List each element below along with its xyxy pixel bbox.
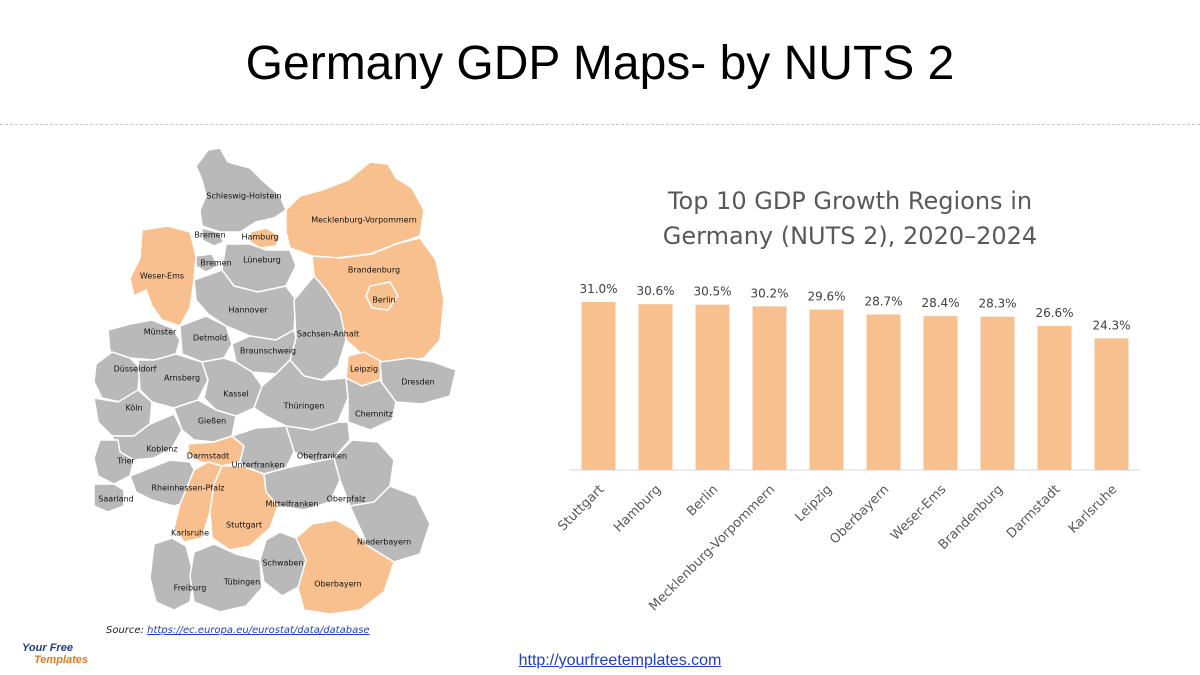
- source-label: Source:: [106, 625, 148, 636]
- map-label-th: Thüringen: [283, 401, 325, 411]
- map-region-we: [129, 225, 197, 327]
- bar-9: [1094, 338, 1129, 470]
- chart-title-line1: Top 10 GDP Growth Regions in: [667, 187, 1033, 215]
- map-region-ob: [295, 519, 395, 615]
- map-label-dt: Detmold: [192, 333, 228, 343]
- bar-value-label-3: 30.2%: [750, 286, 788, 300]
- bar-value-label-7: 28.3%: [978, 297, 1016, 311]
- bar-0: [581, 302, 616, 470]
- logo-text-bottom: Templates: [34, 654, 89, 666]
- map-region-kr: [173, 461, 223, 543]
- map-label-mv: Mecklenburg-Vorpommern: [311, 215, 417, 225]
- map-label-we: Weser-Ems: [139, 271, 185, 281]
- bar-2: [695, 304, 730, 470]
- category-label-1: Hamburg: [611, 482, 664, 535]
- map-label-lu: Lüneburg: [243, 255, 281, 265]
- category-label-3: Mecklenburg-Vorpommern: [646, 482, 778, 614]
- map-label-tu: Tübingen: [223, 577, 261, 587]
- map-label-uf: Unterfranken: [231, 460, 285, 470]
- bar-value-label-5: 28.7%: [864, 294, 902, 308]
- map-label-da: Darmstadt: [186, 451, 230, 461]
- map-region-dt: [179, 315, 233, 363]
- map-region-fr: [149, 537, 195, 611]
- bar-value-label-0: 31.0%: [579, 282, 617, 296]
- map-region-hb1: [201, 227, 225, 247]
- bar-7: [980, 316, 1015, 470]
- source-note: Source: https://ec.europa.eu/eurostat/da…: [106, 625, 370, 636]
- map-label-ka: Kassel: [223, 389, 249, 399]
- source-link[interactable]: https://ec.europa.eu/eurostat/data/datab…: [147, 625, 370, 636]
- logo-text-top: Your Free: [22, 642, 73, 654]
- bar-3: [752, 306, 787, 470]
- map-label-sg: Stuttgart: [226, 520, 262, 530]
- map-label-st: Sachsen-Anhalt: [296, 329, 360, 339]
- germany-map: Schleswig-Holstein Mecklenburg-Vorpommern…: [90, 140, 470, 620]
- map-region-be: [365, 281, 399, 311]
- bar-chart: 31.0% Stuttgart 30.6% Hamburg 30.5% Berlin 30.…: [555, 282, 1140, 614]
- map-label-mf: Mittelfranken: [265, 499, 319, 509]
- map-label-k: Köln: [125, 403, 143, 413]
- category-label-5: Oberbayern: [827, 482, 892, 547]
- map-label-hb1: Bremen: [194, 230, 226, 240]
- category-label-0: Stuttgart: [555, 482, 607, 534]
- map-label-ob: Oberbayern: [314, 579, 362, 589]
- map-label-sl: Saarland: [98, 494, 134, 504]
- map-label-sw: Schwaben: [262, 558, 304, 568]
- map-label-fr: Freiburg: [173, 583, 207, 593]
- category-label-9: Karlsruhe: [1066, 482, 1120, 536]
- map-region-sl: [93, 483, 125, 513]
- bar-value-label-2: 30.5%: [693, 285, 731, 299]
- bar-value-label-4: 29.6%: [807, 290, 845, 304]
- title-divider: [0, 124, 1200, 125]
- map-label-bb: Brandenburg: [347, 265, 401, 275]
- map-label-ha: Hannover: [228, 305, 268, 315]
- map-label-of: Oberfranken: [296, 451, 348, 461]
- category-label-2: Berlin: [684, 482, 721, 519]
- category-label-4: Leipzig: [792, 482, 835, 525]
- bar-6: [923, 316, 958, 470]
- map-label-sh: Schleswig-Holstein: [206, 191, 282, 201]
- map-label-rp: Rheinhessen-Pfalz: [151, 483, 225, 493]
- bar-value-label-8: 26.6%: [1035, 306, 1073, 320]
- map-label-gi: Gießen: [197, 416, 227, 426]
- map-label-ms: Münster: [143, 327, 177, 337]
- map-region-of: [285, 421, 351, 463]
- map-region-ch: [345, 377, 397, 431]
- map-label-ar: Arnsberg: [163, 373, 201, 383]
- map-label-hb2: Bremen: [200, 258, 232, 268]
- category-label-6: Weser-Ems: [888, 482, 949, 543]
- map-region-sh: [195, 147, 287, 233]
- map-region-mv: [285, 161, 425, 259]
- chart-title: Top 10 GDP Growth Regions in Germany (NU…: [560, 184, 1140, 254]
- germany-map-svg: [93, 147, 457, 615]
- map-label-du: Düsseldorf: [113, 364, 157, 374]
- map-label-nb: Niederbayern: [356, 537, 412, 547]
- map-label-ko: Koblenz: [146, 444, 178, 454]
- map-region-sg: [209, 465, 279, 551]
- logo: Your Free Templates: [22, 642, 112, 672]
- bar-8: [1037, 325, 1072, 470]
- map-label-ch: Chemnitz: [355, 409, 393, 419]
- map-region-hh: [249, 227, 281, 249]
- map-label-be: Berlin: [372, 295, 396, 305]
- bar-value-label-6: 28.4%: [921, 296, 959, 310]
- page-title: Germany GDP Maps- by NUTS 2: [245, 37, 955, 90]
- map-region-tu: [189, 543, 263, 613]
- map-label-le: Leipzig: [349, 364, 379, 374]
- map-label-tr: Trier: [117, 456, 135, 466]
- map-label-op: Oberpfalz: [326, 494, 366, 504]
- map-label-kr: Karlsruhe: [170, 528, 210, 538]
- map-label-dd: Dresden: [401, 377, 435, 387]
- bar-value-label-1: 30.6%: [636, 284, 674, 298]
- bar-4: [809, 309, 844, 470]
- bar-5: [866, 314, 901, 470]
- bar-1: [638, 304, 673, 470]
- bar-value-label-9: 24.3%: [1092, 318, 1130, 332]
- map-label-bs: Braunschweig: [239, 346, 297, 356]
- footer-link[interactable]: http://yourfreetemplates.com: [518, 652, 722, 669]
- category-label-8: Darmstadt: [1004, 482, 1063, 541]
- chart-title-line2: Germany (NUTS 2), 2020–2024: [662, 222, 1038, 250]
- map-label-hh: Hamburg: [241, 232, 279, 242]
